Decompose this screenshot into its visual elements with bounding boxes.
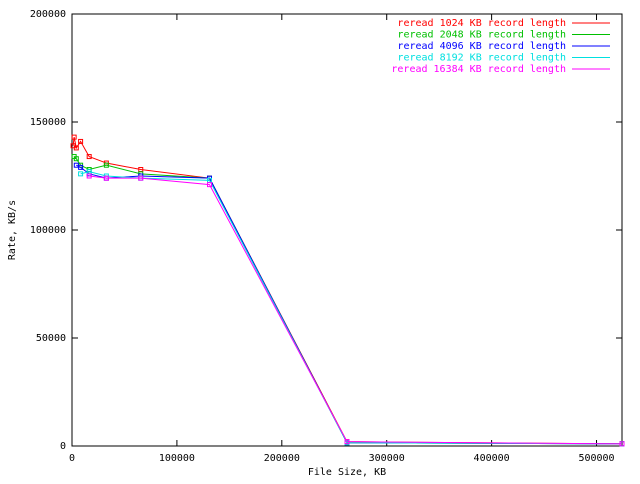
point-marker [73, 156, 79, 162]
x-tick-label: 400000 [474, 453, 510, 464]
legend-label: reread 16384 KB record length [391, 64, 566, 75]
point-marker [86, 173, 92, 179]
point-marker [71, 134, 77, 140]
y-tick-label: 100000 [30, 225, 66, 236]
legend-label: reread 8192 KB record length [397, 53, 566, 64]
x-axis-label: File Size, KB [308, 467, 386, 478]
point-marker [78, 138, 84, 144]
y-tick-label: 200000 [30, 9, 66, 20]
x-tick-label: 500000 [578, 453, 614, 464]
series-line [89, 175, 623, 445]
x-tick-label: 0 [69, 453, 75, 464]
y-axis-label: Rate, KB/s [7, 200, 18, 260]
legend-label: reread 4096 KB record length [397, 41, 566, 52]
point-marker [344, 439, 350, 445]
x-tick-label: 200000 [264, 453, 300, 464]
series-line [73, 156, 623, 445]
legend-label: reread 2048 KB record length [397, 30, 566, 41]
point-marker [103, 162, 109, 168]
point-marker [619, 441, 625, 447]
y-tick-label: 50000 [36, 333, 66, 344]
point-marker [103, 175, 109, 181]
point-marker [86, 154, 92, 160]
series-line [72, 137, 623, 445]
y-tick-label: 150000 [30, 117, 66, 128]
x-tick-label: 100000 [159, 453, 195, 464]
x-tick-label: 300000 [369, 453, 405, 464]
point-marker [138, 175, 144, 181]
series-line [80, 171, 623, 445]
point-marker [78, 164, 84, 170]
point-marker [78, 171, 84, 177]
point-marker [207, 182, 212, 188]
plot-frame [71, 13, 623, 447]
series-line [76, 164, 623, 445]
legend-label: reread 1024 KB record length [397, 18, 566, 29]
y-tick-label: 0 [60, 441, 66, 452]
point-marker [73, 145, 79, 151]
